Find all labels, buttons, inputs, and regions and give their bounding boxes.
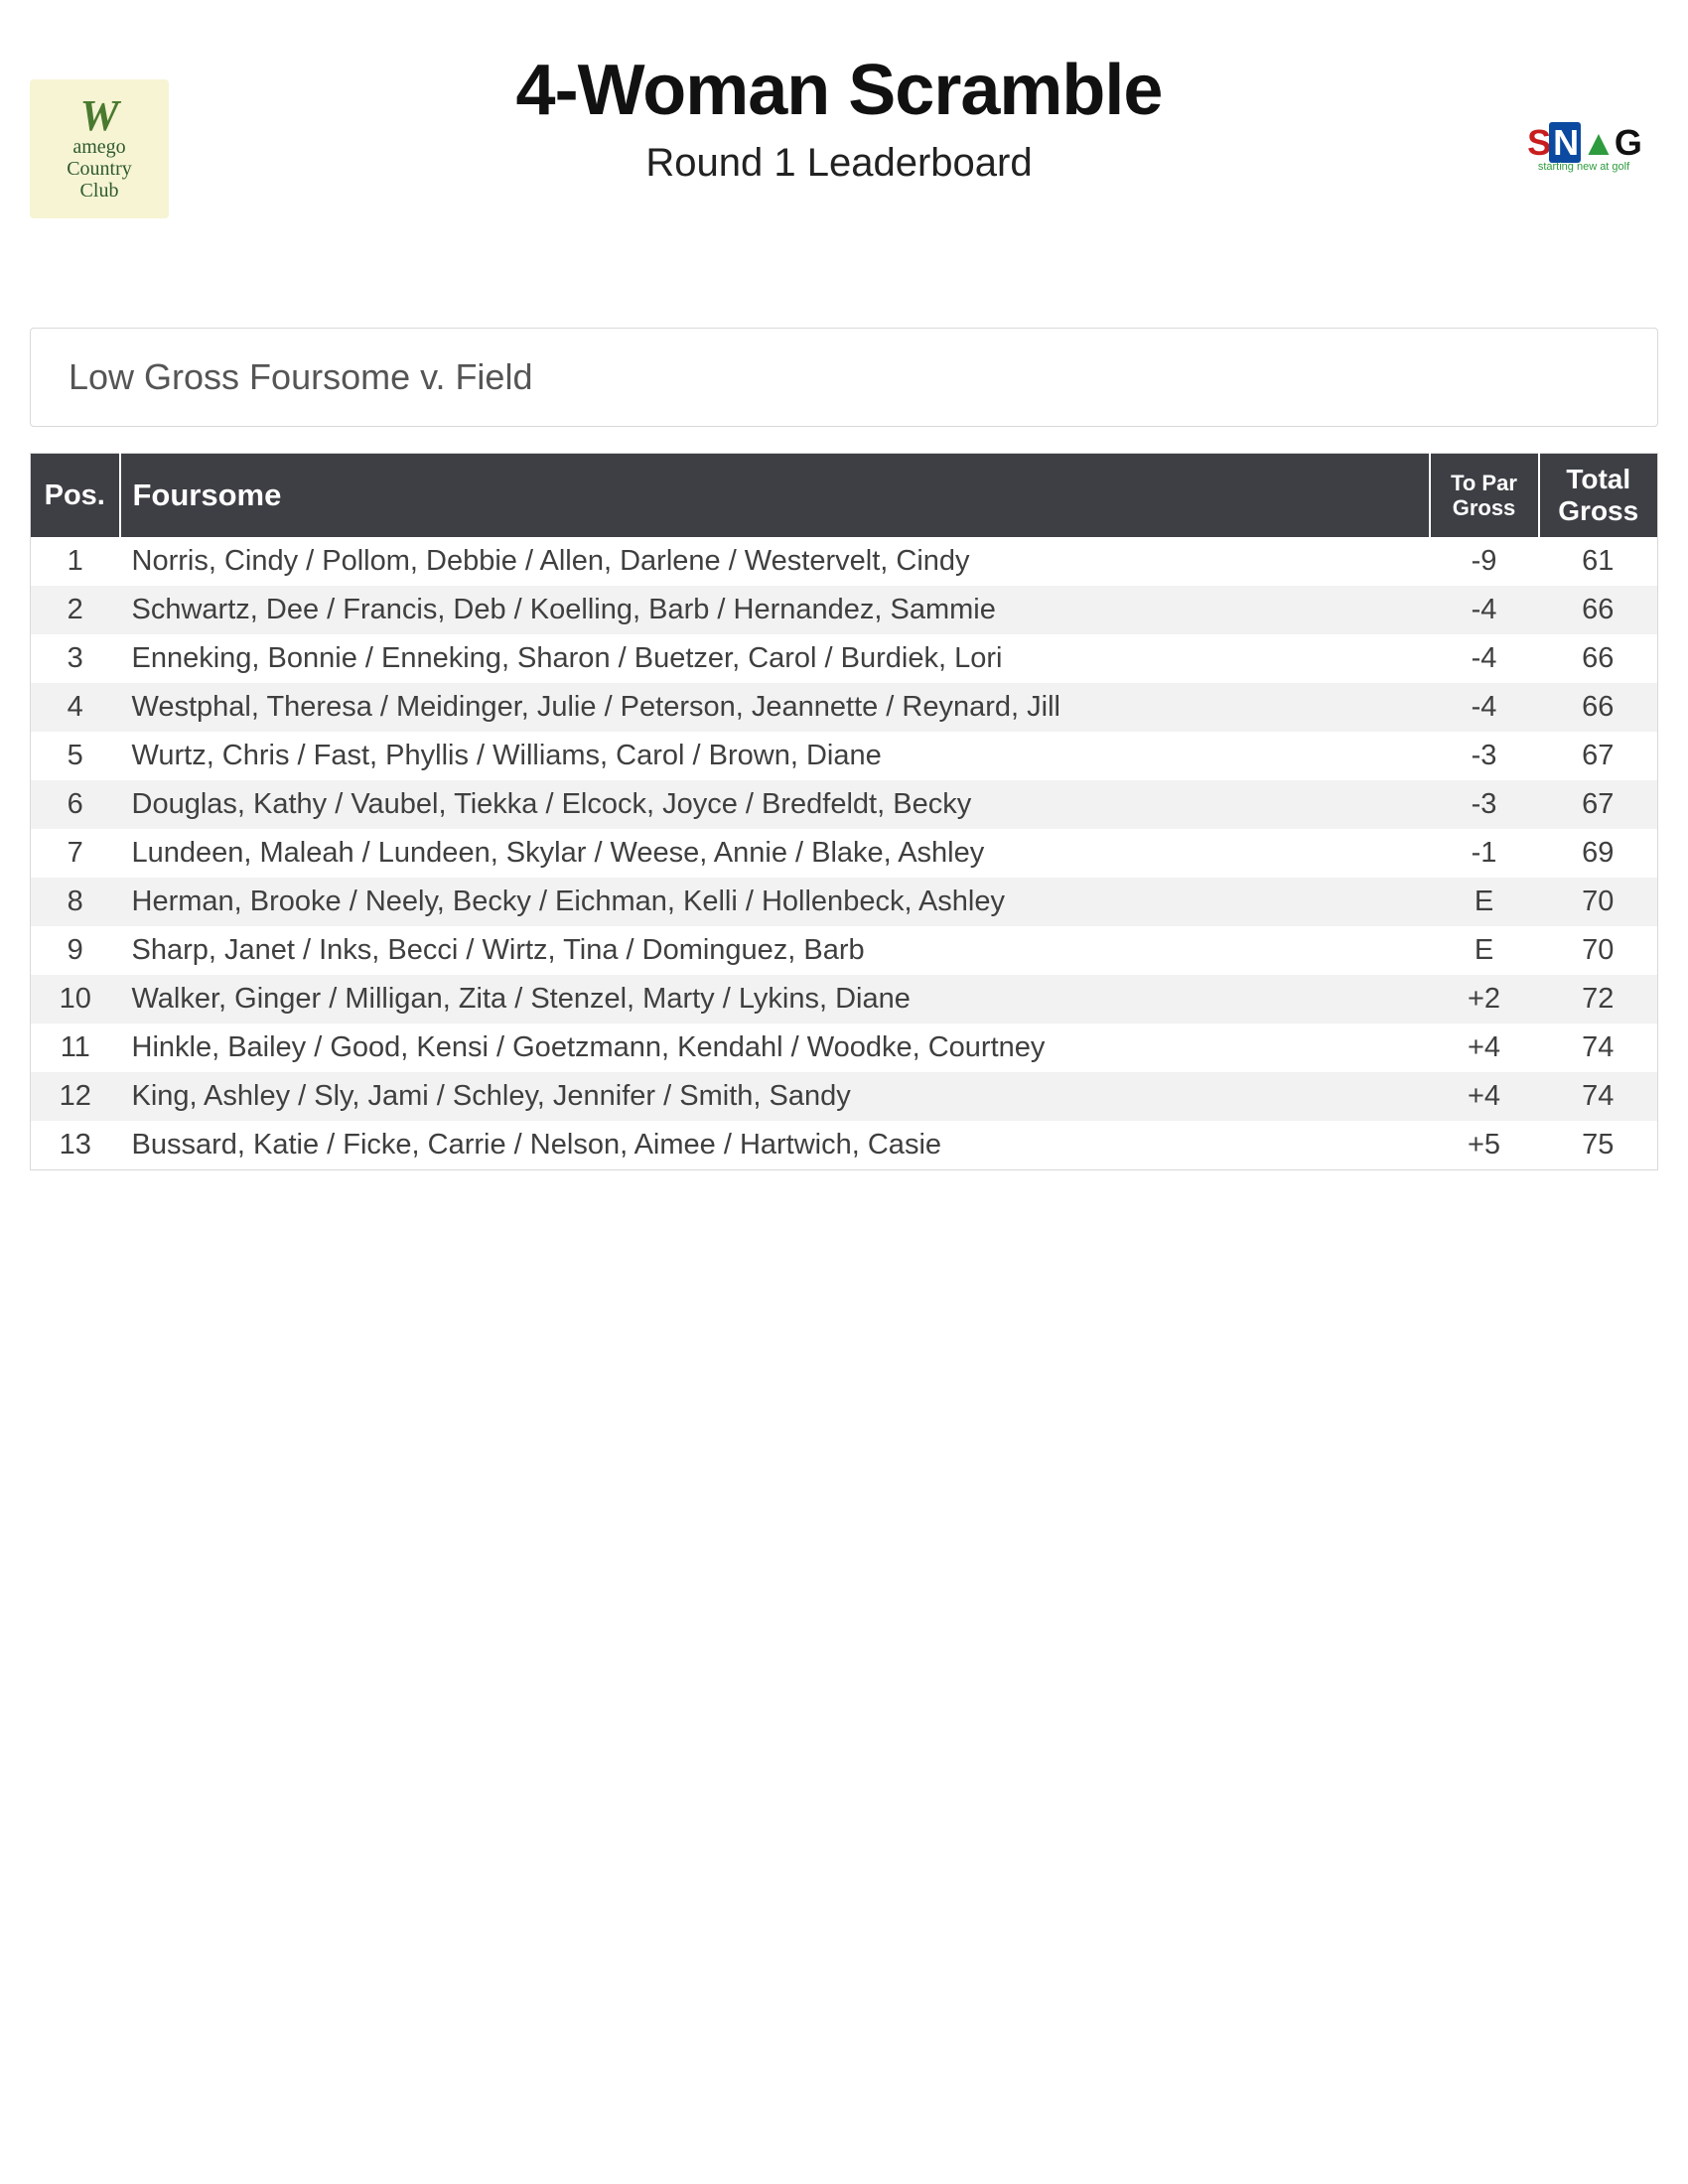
page-header: W amego Country Club 4-Woman Scramble Ro…: [30, 30, 1658, 218]
page-root: W amego Country Club 4-Woman Scramble Ro…: [0, 0, 1688, 2184]
club-logo-mark: W: [79, 96, 118, 136]
cell-topar: +5: [1430, 1121, 1539, 1170]
table-row: 7Lundeen, Maleah / Lundeen, Skylar / Wee…: [31, 829, 1658, 878]
table-row: 12King, Ashley / Sly, Jami / Schley, Jen…: [31, 1072, 1658, 1121]
cell-foursome: Walker, Ginger / Milligan, Zita / Stenze…: [120, 975, 1430, 1024]
cell-pos: 2: [31, 586, 120, 634]
table-row: 9Sharp, Janet / Inks, Becci / Wirtz, Tin…: [31, 926, 1658, 975]
cell-foursome: Norris, Cindy / Pollom, Debbie / Allen, …: [120, 537, 1430, 586]
table-row: 8Herman, Brooke / Neely, Becky / Eichman…: [31, 878, 1658, 926]
cell-foursome: Douglas, Kathy / Vaubel, Tiekka / Elcock…: [120, 780, 1430, 829]
cell-foursome: Wurtz, Chris / Fast, Phyllis / Williams,…: [120, 732, 1430, 780]
cell-pos: 11: [31, 1024, 120, 1072]
cell-foursome: Lundeen, Maleah / Lundeen, Skylar / Wees…: [120, 829, 1430, 878]
cell-total: 69: [1539, 829, 1658, 878]
cell-topar: -4: [1430, 586, 1539, 634]
cell-foursome: Bussard, Katie / Ficke, Carrie / Nelson,…: [120, 1121, 1430, 1170]
cell-topar: -3: [1430, 780, 1539, 829]
col-header-foursome: Foursome: [120, 454, 1430, 538]
leaderboard-body: 1Norris, Cindy / Pollom, Debbie / Allen,…: [31, 537, 1658, 1170]
section-title: Low Gross Foursome v. Field: [69, 356, 532, 397]
cell-pos: 5: [31, 732, 120, 780]
table-row: 5Wurtz, Chris / Fast, Phyllis / Williams…: [31, 732, 1658, 780]
table-row: 11Hinkle, Bailey / Good, Kensi / Goetzma…: [31, 1024, 1658, 1072]
page-title: 4-Woman Scramble: [169, 50, 1509, 131]
cell-topar: -9: [1430, 537, 1539, 586]
cell-topar: -3: [1430, 732, 1539, 780]
sponsor-logo-mark: SN▲G: [1527, 125, 1640, 161]
cell-topar: E: [1430, 878, 1539, 926]
cell-topar: +4: [1430, 1024, 1539, 1072]
col-header-pos: Pos.: [31, 454, 120, 538]
cell-total: 67: [1539, 780, 1658, 829]
cell-total: 66: [1539, 683, 1658, 732]
cell-pos: 12: [31, 1072, 120, 1121]
cell-pos: 7: [31, 829, 120, 878]
cell-pos: 6: [31, 780, 120, 829]
cell-total: 70: [1539, 878, 1658, 926]
table-row: 6Douglas, Kathy / Vaubel, Tiekka / Elcoc…: [31, 780, 1658, 829]
cell-pos: 3: [31, 634, 120, 683]
cell-total: 66: [1539, 634, 1658, 683]
leaderboard-table: Pos. Foursome To Par Gross Total Gross 1…: [30, 453, 1658, 1170]
cell-foursome: Sharp, Janet / Inks, Becci / Wirtz, Tina…: [120, 926, 1430, 975]
sponsor-logo: SN▲G starting new at golf: [1509, 109, 1658, 189]
section-panel: Low Gross Foursome v. Field: [30, 328, 1658, 427]
cell-pos: 4: [31, 683, 120, 732]
title-block: 4-Woman Scramble Round 1 Leaderboard: [169, 30, 1509, 186]
cell-total: 75: [1539, 1121, 1658, 1170]
cell-foursome: Enneking, Bonnie / Enneking, Sharon / Bu…: [120, 634, 1430, 683]
table-row: 2Schwartz, Dee / Francis, Deb / Koelling…: [31, 586, 1658, 634]
table-row: 1Norris, Cindy / Pollom, Debbie / Allen,…: [31, 537, 1658, 586]
cell-topar: +2: [1430, 975, 1539, 1024]
cell-total: 67: [1539, 732, 1658, 780]
cell-total: 74: [1539, 1024, 1658, 1072]
cell-foursome: Herman, Brooke / Neely, Becky / Eichman,…: [120, 878, 1430, 926]
cell-topar: -4: [1430, 634, 1539, 683]
cell-total: 74: [1539, 1072, 1658, 1121]
cell-pos: 8: [31, 878, 120, 926]
cell-foursome: Westphal, Theresa / Meidinger, Julie / P…: [120, 683, 1430, 732]
cell-foursome: Hinkle, Bailey / Good, Kensi / Goetzmann…: [120, 1024, 1430, 1072]
cell-foursome: King, Ashley / Sly, Jami / Schley, Jenni…: [120, 1072, 1430, 1121]
sponsor-logo-tagline: starting new at golf: [1538, 161, 1629, 173]
cell-total: 66: [1539, 586, 1658, 634]
cell-pos: 1: [31, 537, 120, 586]
page-subtitle: Round 1 Leaderboard: [169, 141, 1509, 186]
table-row: 13Bussard, Katie / Ficke, Carrie / Nelso…: [31, 1121, 1658, 1170]
table-row: 3Enneking, Bonnie / Enneking, Sharon / B…: [31, 634, 1658, 683]
cell-pos: 9: [31, 926, 120, 975]
cell-foursome: Schwartz, Dee / Francis, Deb / Koelling,…: [120, 586, 1430, 634]
club-logo: W amego Country Club: [30, 79, 169, 218]
col-header-total: Total Gross: [1539, 454, 1658, 538]
table-row: 4Westphal, Theresa / Meidinger, Julie / …: [31, 683, 1658, 732]
col-header-topar: To Par Gross: [1430, 454, 1539, 538]
table-row: 10Walker, Ginger / Milligan, Zita / Sten…: [31, 975, 1658, 1024]
cell-topar: -1: [1430, 829, 1539, 878]
club-logo-text: amego Country Club: [67, 136, 132, 202]
cell-total: 72: [1539, 975, 1658, 1024]
cell-pos: 13: [31, 1121, 120, 1170]
leaderboard-head-row: Pos. Foursome To Par Gross Total Gross: [31, 454, 1658, 538]
cell-topar: -4: [1430, 683, 1539, 732]
cell-total: 70: [1539, 926, 1658, 975]
cell-topar: E: [1430, 926, 1539, 975]
cell-total: 61: [1539, 537, 1658, 586]
cell-topar: +4: [1430, 1072, 1539, 1121]
leaderboard-head: Pos. Foursome To Par Gross Total Gross: [31, 454, 1658, 538]
cell-pos: 10: [31, 975, 120, 1024]
